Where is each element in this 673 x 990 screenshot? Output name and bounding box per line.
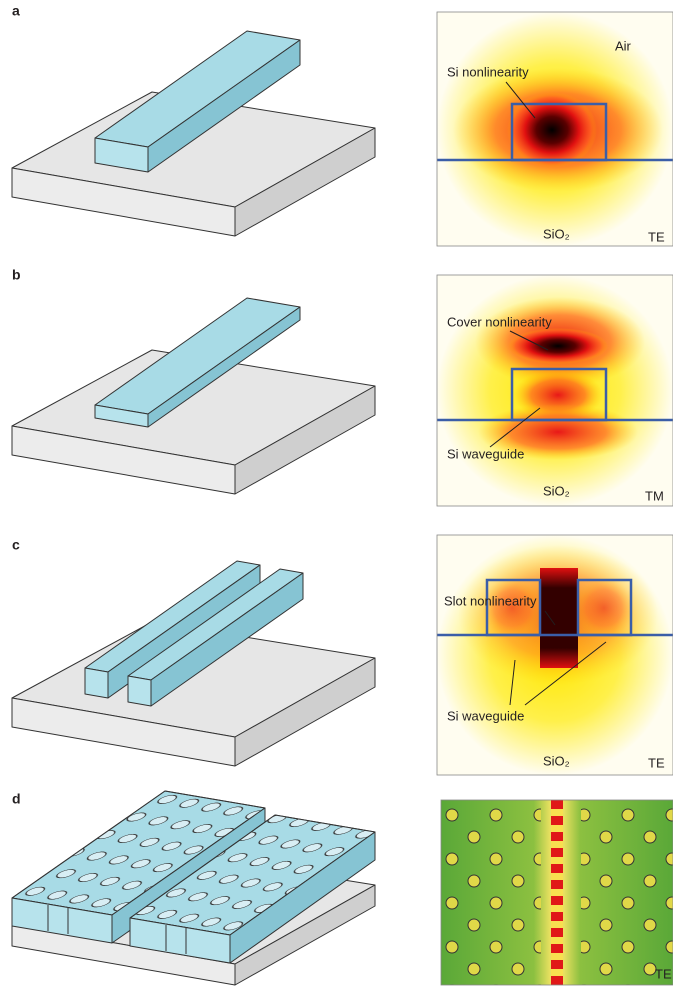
mode-label: TE (655, 966, 672, 981)
mode-label: TE (648, 755, 665, 770)
annotation: Cover nonlinearity (447, 314, 552, 329)
panel-label: b (12, 267, 21, 283)
photonic-crystal-slab (12, 791, 375, 985)
annotation: SiO₂ (543, 483, 570, 498)
annotation: Si nonlinearity (447, 64, 529, 79)
annotation: Si waveguide (447, 708, 524, 723)
field-plot (437, 275, 673, 506)
panel-label: d (12, 791, 21, 807)
mode-label: TE (648, 229, 665, 244)
annotation: Si waveguide (447, 446, 524, 461)
annotation: Slot nonlinearity (444, 593, 537, 608)
annotation: SiO₂ (543, 226, 570, 241)
mode-label: TM (645, 488, 664, 503)
annotation: SiO₂ (543, 753, 570, 768)
panel-label: c (12, 537, 20, 553)
field-plot (441, 800, 673, 985)
field-plot (437, 12, 673, 246)
panel-label: a (12, 3, 20, 19)
figure: a Air Si nonlinearity SiO₂ TE b Cover no… (0, 0, 673, 990)
annotation: Air (615, 38, 632, 53)
field-plot (437, 535, 673, 775)
